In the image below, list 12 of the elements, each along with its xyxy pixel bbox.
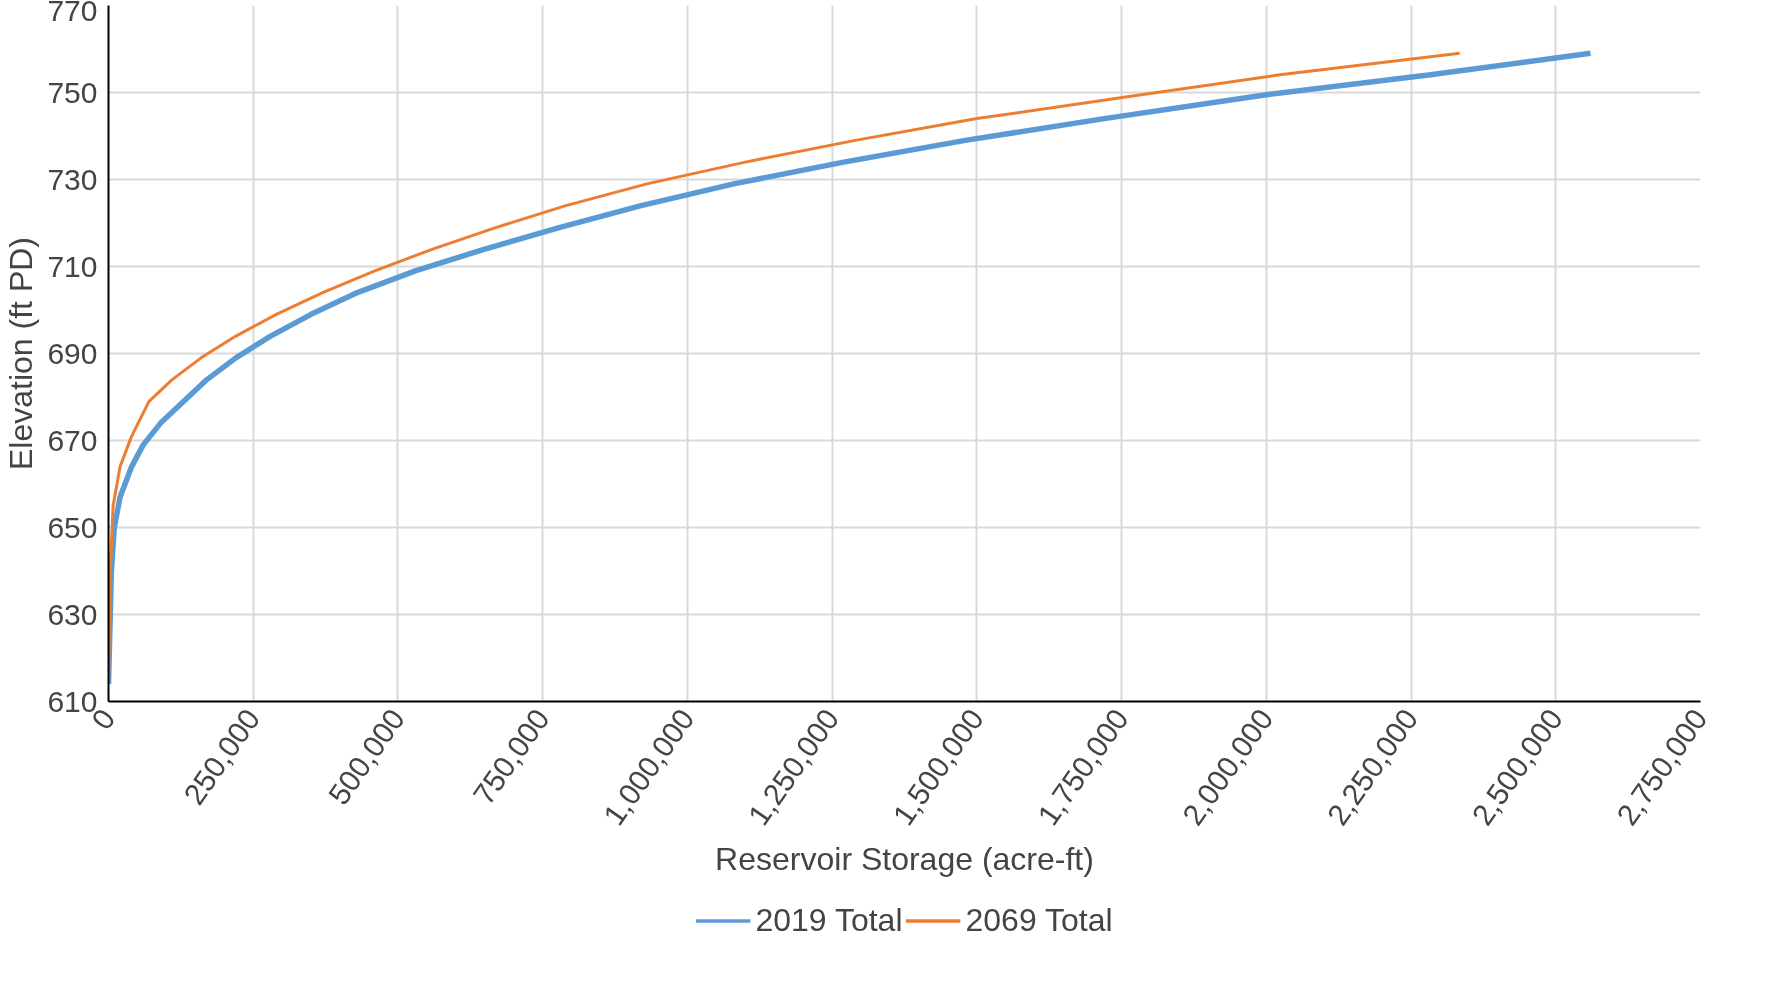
y-tick-label: 730 <box>47 162 98 196</box>
legend-label: 2069 Total <box>965 901 1113 939</box>
y-axis-title: Elevation (ft PD) <box>3 237 40 470</box>
y-tick-label: 770 <box>47 0 98 27</box>
y-tick-label: 670 <box>47 423 98 457</box>
y-tick-label: 710 <box>47 249 98 283</box>
y-tick-label: 750 <box>47 75 98 109</box>
legend-label: 2019 Total <box>755 901 903 939</box>
y-tick-label: 690 <box>47 336 98 370</box>
y-tick-label: 630 <box>47 597 98 631</box>
x-axis-title: Reservoir Storage (acre-ft) <box>715 841 1094 878</box>
y-tick-label: 650 <box>47 510 98 544</box>
